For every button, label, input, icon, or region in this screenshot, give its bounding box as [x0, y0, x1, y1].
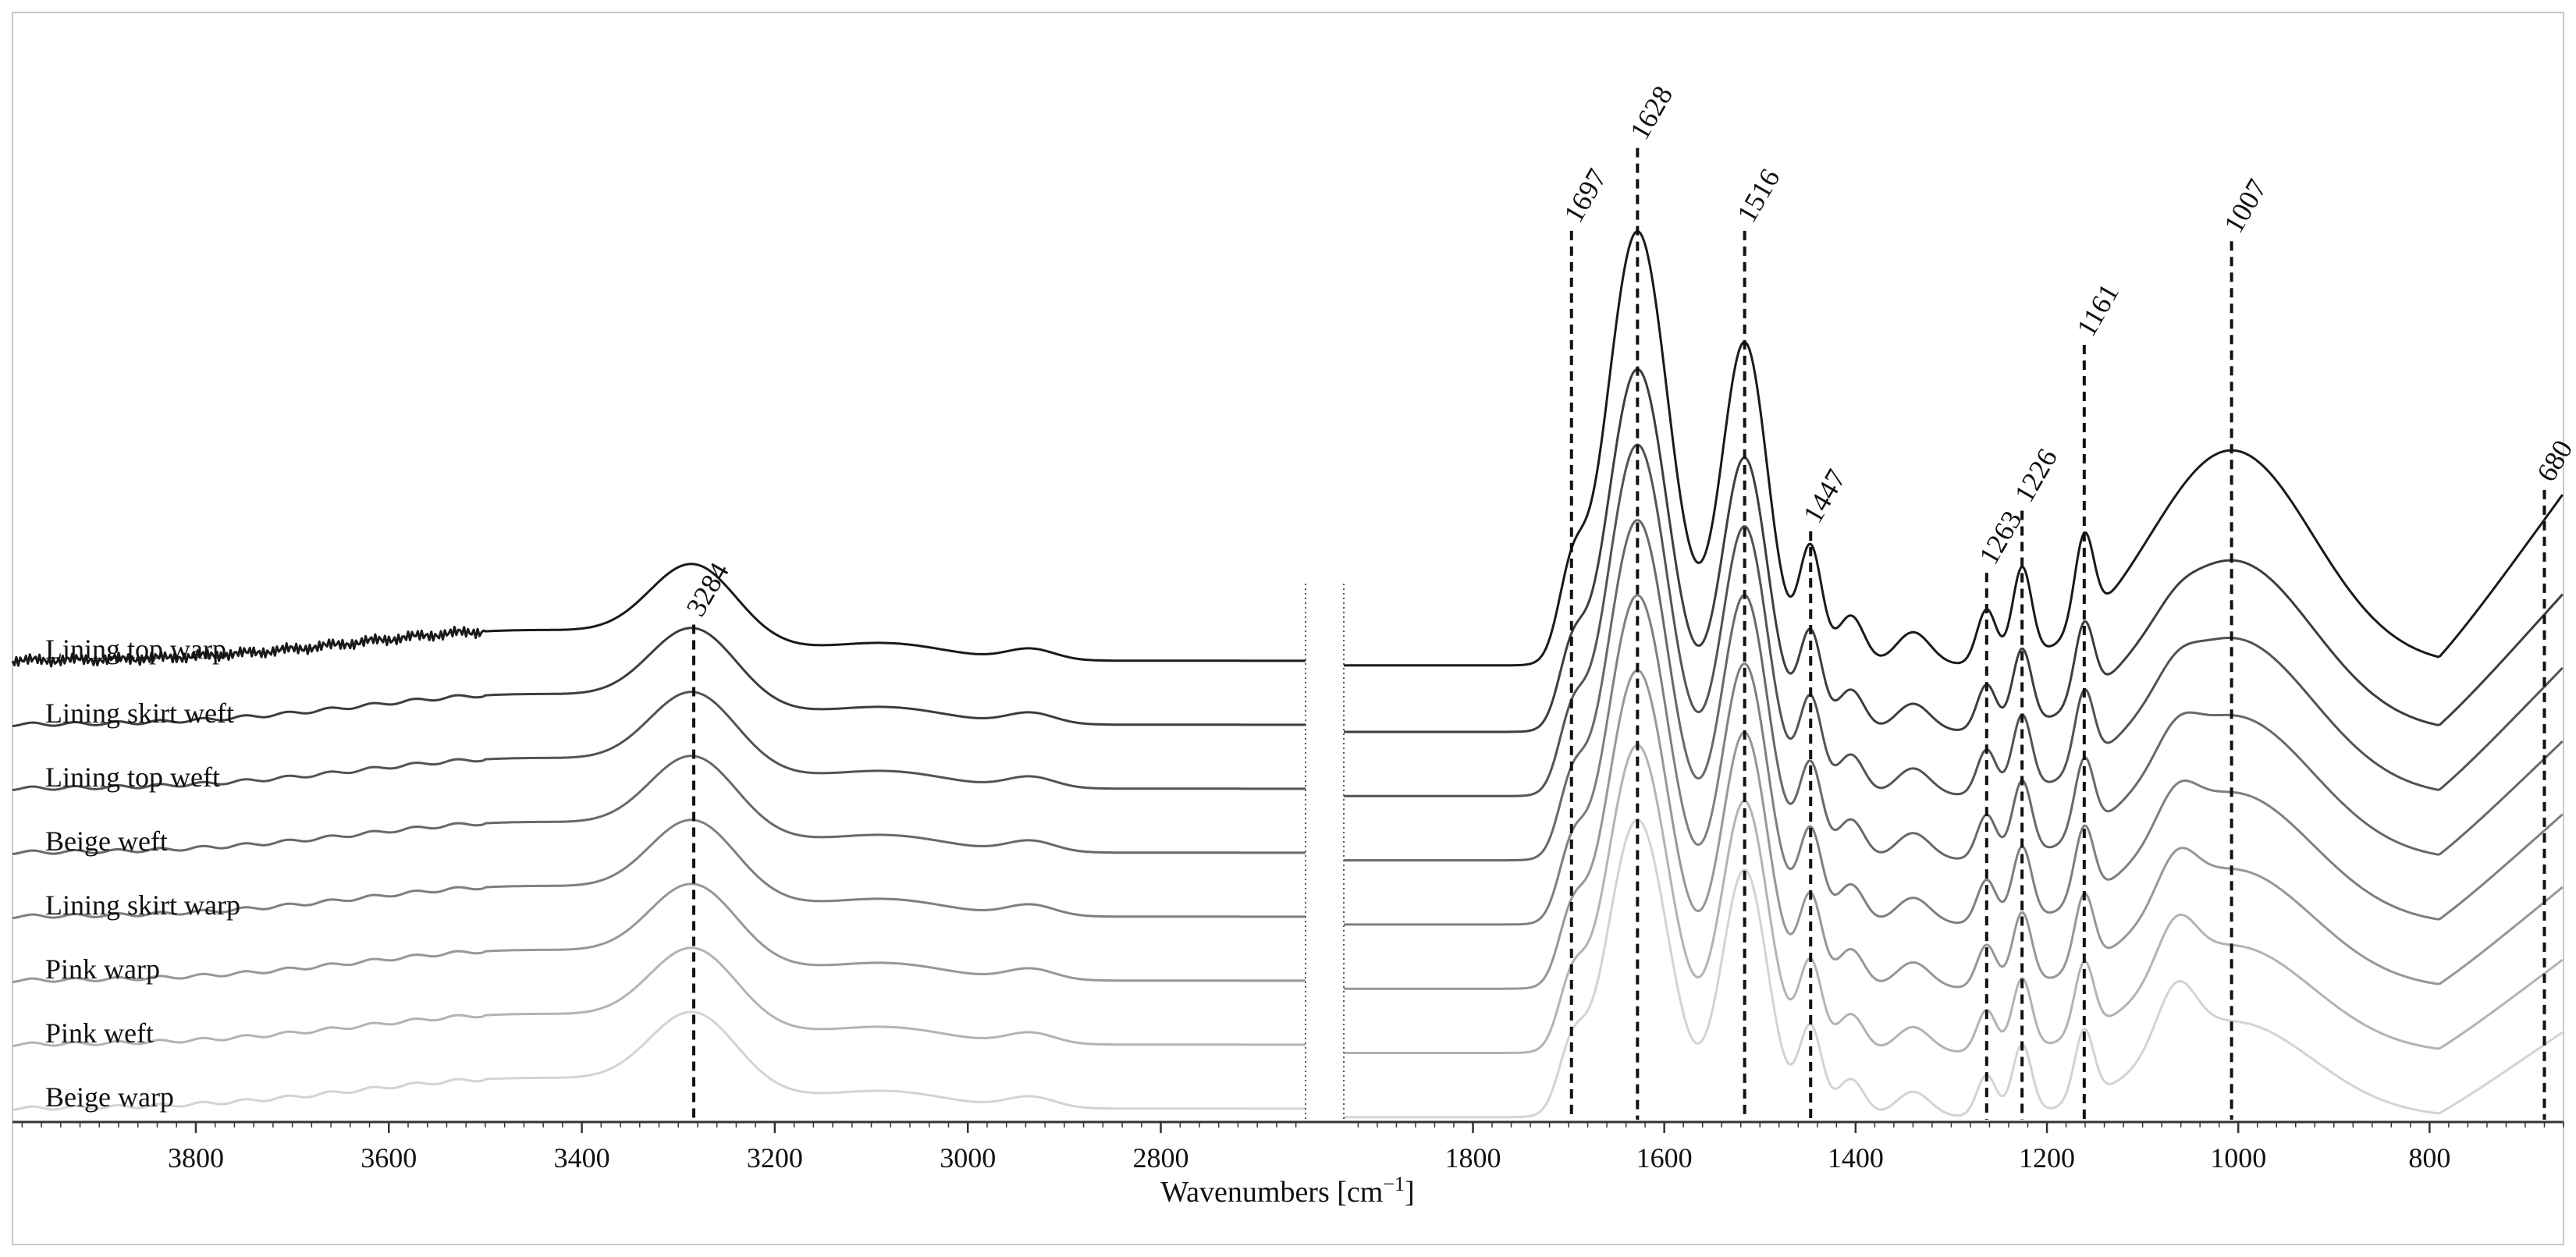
series-line-low-6: [1344, 744, 2564, 1054]
x-tick-label: 2800: [1133, 1142, 1189, 1174]
x-tick-label: 1200: [2019, 1142, 2075, 1174]
series-line-low-1: [1344, 368, 2564, 733]
series-line-low-4: [1344, 594, 2564, 926]
x-tick-label: 800: [2408, 1142, 2450, 1174]
x-tick-label: 3600: [361, 1142, 417, 1174]
x-tick-label: 1800: [1444, 1142, 1501, 1174]
series-line-low-3: [1344, 519, 2564, 862]
series-line-high-3: [12, 755, 1306, 855]
x-tick-label: 3800: [168, 1142, 224, 1174]
series-label: Pink warp: [45, 953, 160, 985]
x-tick-label: 3400: [554, 1142, 610, 1174]
chart-frame: [12, 12, 2564, 1245]
series-label: Lining skirt warp: [45, 889, 240, 921]
x-axis-ticks: 3800 3600 3400 3200 3000 2800 1800 1600 1400 1200…: [21, 1122, 2564, 1174]
x-tick-label: 1000: [2210, 1142, 2266, 1174]
x-tick-label: 3000: [940, 1142, 996, 1174]
x-axis-title: Wavenumbers [cm−1]: [1160, 1173, 1414, 1209]
series-line-low-7: [1344, 818, 2564, 1119]
x-tick-label: 1600: [1636, 1142, 1693, 1174]
series-line-low-0: [1344, 230, 2564, 667]
series-line-high-0: [11, 563, 1306, 668]
series-label: Lining skirt weft: [45, 698, 234, 729]
series-label: Lining top warp: [45, 634, 226, 665]
series-line-high-7: [12, 1010, 1306, 1111]
x-tick-label: 1400: [1828, 1142, 1884, 1174]
series-line-high-4: [12, 818, 1306, 919]
series-label: Lining top weft: [45, 762, 220, 793]
series-label: Beige weft: [45, 826, 168, 857]
series-label: Pink weft: [45, 1017, 154, 1049]
x-tick-label: 3200: [747, 1142, 803, 1174]
series-line-low-2: [1344, 443, 2564, 797]
series-line-high-5: [12, 882, 1306, 983]
series-line-high-1: [12, 627, 1306, 727]
series-line-low-5: [1344, 669, 2564, 990]
series-label: Beige warp: [45, 1081, 174, 1113]
series-line-high-6: [12, 946, 1306, 1047]
series-layer: [11, 230, 2564, 1119]
series-line-high-2: [12, 691, 1306, 791]
series-labels: Lining top warp Lining skirt weft Lining t…: [45, 634, 240, 1113]
